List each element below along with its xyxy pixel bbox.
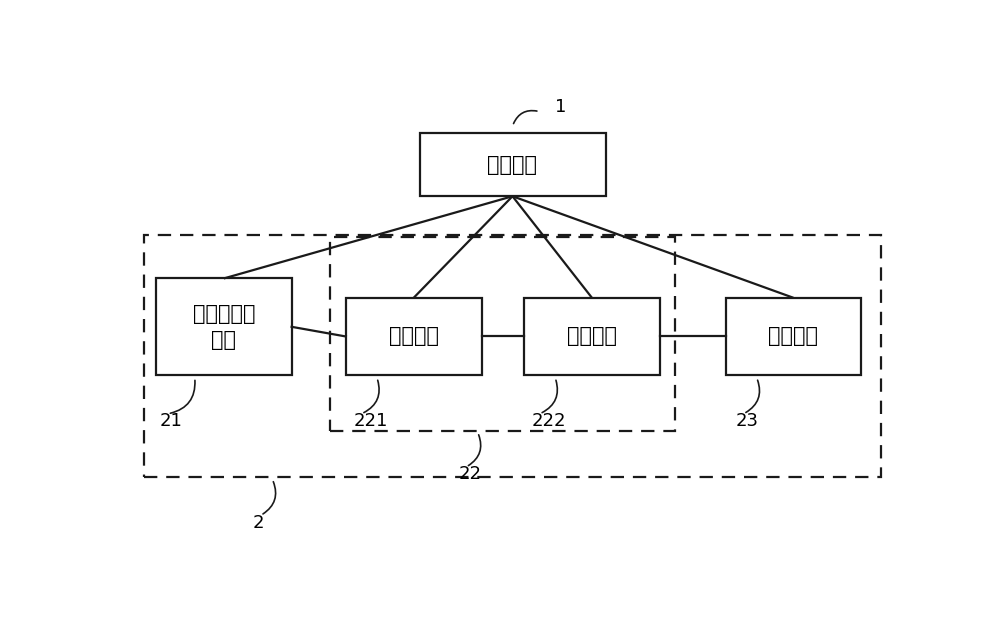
Text: 霍尔电流传
感器: 霍尔电流传 感器: [193, 303, 255, 350]
Text: 偏置电路: 偏置电路: [567, 327, 617, 347]
Bar: [726, 298, 861, 375]
Text: 放大电路: 放大电路: [389, 327, 439, 347]
Bar: [346, 298, 482, 375]
Text: 21: 21: [160, 412, 183, 430]
Text: 1: 1: [555, 98, 566, 116]
Text: 22: 22: [458, 465, 481, 484]
Text: 供电模块: 供电模块: [488, 155, 538, 175]
Text: 222: 222: [532, 412, 566, 430]
Text: 221: 221: [354, 412, 388, 430]
Bar: [420, 133, 606, 196]
Bar: [524, 298, 660, 375]
Bar: [144, 235, 881, 477]
Text: 微处理器: 微处理器: [768, 327, 818, 347]
Text: 2: 2: [253, 514, 264, 532]
Bar: [330, 237, 675, 431]
Text: 23: 23: [736, 412, 759, 430]
Bar: [156, 278, 292, 375]
